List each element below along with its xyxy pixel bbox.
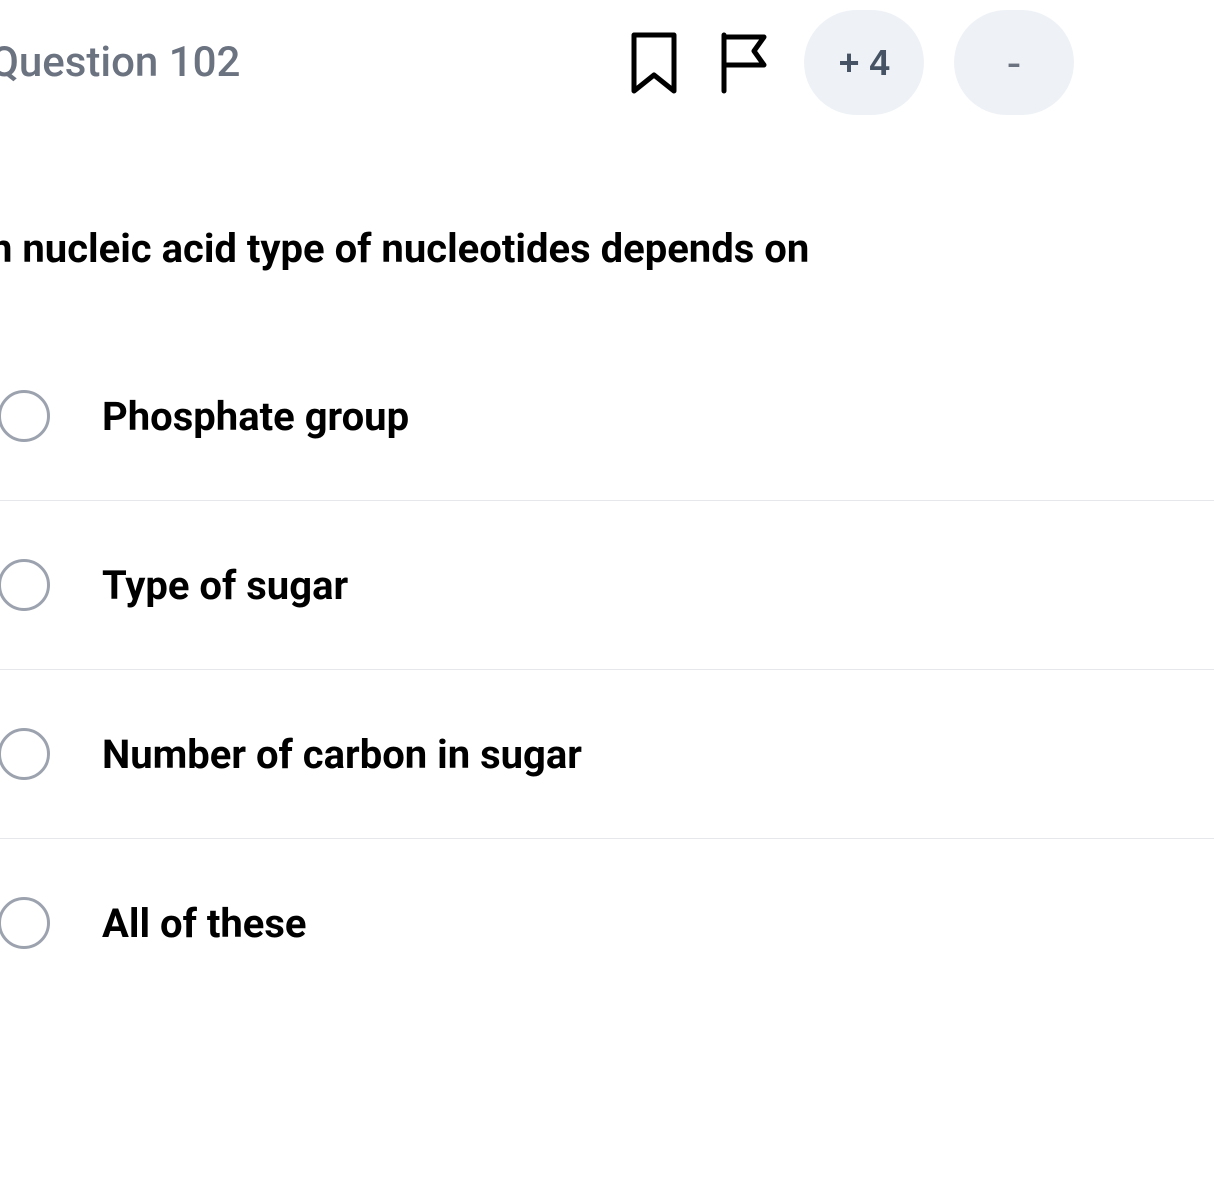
radio-icon[interactable] (0, 559, 50, 611)
radio-icon[interactable] (0, 390, 50, 442)
bookmark-icon[interactable] (624, 33, 684, 93)
option-row[interactable]: All of these (0, 839, 1214, 1007)
radio-icon[interactable] (0, 728, 50, 780)
header-controls: + 4 - (624, 10, 1074, 115)
flag-icon[interactable] (714, 33, 774, 93)
option-row[interactable]: Type of sugar (0, 501, 1214, 670)
option-row[interactable]: Phosphate group (0, 332, 1214, 501)
option-label: Number of carbon in sugar (102, 731, 582, 778)
question-number-label: Question 102 (0, 38, 240, 87)
option-label: Type of sugar (102, 562, 348, 609)
score-plus-button[interactable]: + 4 (804, 10, 924, 115)
question-text: n nucleic acid type of nucleotides depen… (0, 225, 1214, 272)
question-header: Question 102 + 4 - (0, 0, 1214, 145)
radio-icon[interactable] (0, 897, 50, 949)
option-label: All of these (102, 900, 307, 947)
option-label: Phosphate group (102, 393, 409, 440)
options-list: Phosphate group Type of sugar Number of … (0, 332, 1214, 1007)
score-minus-button[interactable]: - (954, 10, 1074, 115)
option-row[interactable]: Number of carbon in sugar (0, 670, 1214, 839)
